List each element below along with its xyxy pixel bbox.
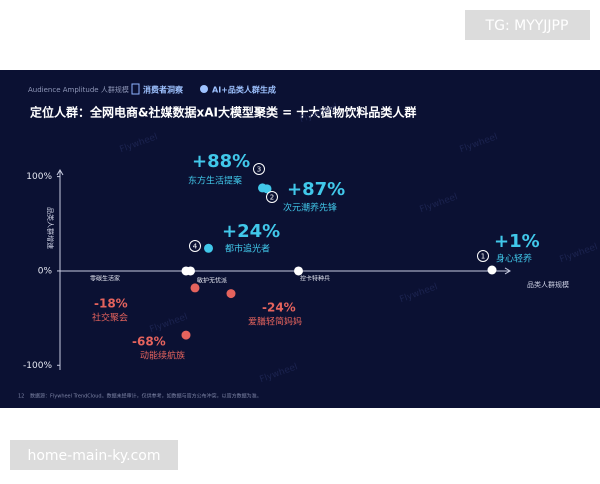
category-label: 东方生活提案: [188, 175, 242, 187]
point: [204, 243, 213, 253]
brand: Audience Amplitude 人群规模: [28, 85, 129, 94]
category-label: 次元潮养先锋: [283, 202, 337, 214]
point: [294, 266, 303, 276]
badge-box: [465, 10, 590, 40]
footnote: 数据源：Flywheel TrendCloud。数据未经审计，仅供参考，如数据与…: [30, 393, 262, 400]
category-label: 爱膳轻简妈妈: [248, 316, 302, 328]
page-number: 12: [18, 394, 24, 400]
marker-ring: [266, 191, 278, 203]
value-label: -18%: [94, 297, 128, 311]
value-label: -68%: [132, 335, 166, 349]
point: [487, 265, 497, 275]
category-label: 控卡特种兵: [300, 275, 330, 283]
value-label: -24%: [262, 301, 296, 315]
marker-label: 2: [270, 194, 274, 202]
value-label: +87%: [287, 179, 345, 200]
marker-ring: [253, 163, 265, 175]
point: [186, 266, 195, 276]
marker-label: 1: [481, 253, 485, 261]
axis-arrow: [56, 169, 64, 176]
category-label: 都市追光者: [225, 243, 270, 255]
site-badge: home-main-ky.com: [27, 448, 160, 464]
category-label: 零碳生活家: [90, 275, 120, 283]
marker-ring: [477, 250, 489, 262]
tag: AI+品类人群生成: [212, 85, 276, 95]
icon: [131, 83, 140, 95]
slide: [0, 70, 600, 408]
y-tick-label: -100%: [23, 361, 52, 371]
chart-title: 定位人群：全网电商&社媒数据xAI大模型聚类 = 十大植物饮料品类人群: [30, 105, 416, 120]
value-label: +1%: [494, 231, 540, 252]
point: [226, 289, 236, 299]
corner-badge: TG: MYYJJPP: [485, 18, 569, 34]
category-label: 身心轻养: [496, 253, 532, 265]
point: [262, 184, 272, 194]
tag: 消费者洞察: [143, 85, 184, 95]
value-label: +24%: [222, 221, 280, 242]
site-box: [10, 440, 178, 470]
point: [181, 330, 191, 340]
y-tick-label: 0%: [38, 266, 53, 276]
y-tick-label: 100%: [26, 172, 52, 182]
marker-ring: [189, 240, 201, 252]
point: [190, 283, 200, 293]
category-label: 动能续航族: [140, 350, 185, 362]
category-label: 社交聚会: [92, 312, 128, 324]
axis-arrow: [504, 267, 511, 275]
category-label: 敏护无忧派: [197, 277, 227, 285]
marker-label: 4: [193, 243, 198, 251]
value-label: +88%: [192, 151, 250, 172]
icon: [200, 85, 208, 93]
x-axis-label: 品类人群规模: [527, 280, 569, 289]
y-axis-label: 品类人群增速: [46, 207, 55, 249]
marker-label: 3: [257, 166, 261, 174]
